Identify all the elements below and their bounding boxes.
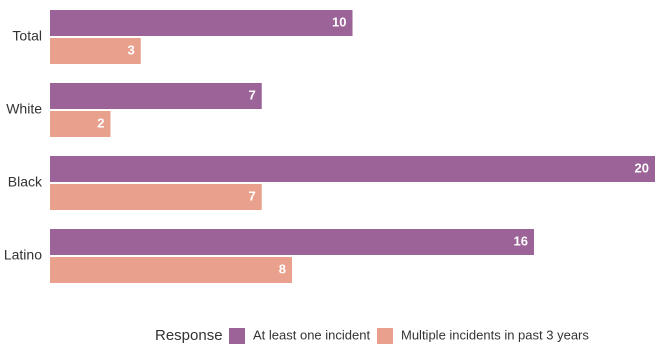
bar-black-at-least-one (50, 156, 655, 182)
category-label-latino: Latino (4, 247, 42, 263)
bars-layer: 10 3 7 2 20 7 16 8 (50, 10, 655, 283)
legend-label-multiple: Multiple incidents in past 3 years (401, 327, 589, 342)
legend: Response At least one incident Multiple in… (155, 327, 589, 344)
bar-white-multiple (50, 111, 111, 137)
bar-total-multiple (50, 38, 141, 64)
category-label-black: Black (8, 174, 43, 190)
bar-total-at-least-one (50, 10, 353, 36)
legend-title: Response (155, 327, 223, 344)
data-label-total-at-least-one: 10 (332, 14, 346, 29)
data-label-latino-at-least-one: 16 (514, 233, 528, 248)
legend-swatch-at-least-one (229, 328, 245, 344)
data-label-white-at-least-one: 7 (249, 87, 256, 102)
data-label-latino-multiple: 8 (279, 261, 286, 276)
category-label-total: Total (12, 28, 42, 44)
legend-swatch-multiple (377, 328, 393, 344)
legend-label-at-least-one: At least one incident (253, 327, 370, 342)
category-labels: Total White Black Latino (4, 28, 43, 263)
category-label-white: White (6, 101, 42, 117)
bar-black-multiple (50, 184, 262, 210)
data-label-black-at-least-one: 20 (635, 160, 649, 175)
bar-latino-multiple (50, 257, 292, 283)
data-label-black-multiple: 7 (249, 188, 256, 203)
data-label-white-multiple: 2 (97, 115, 104, 130)
bar-latino-at-least-one (50, 229, 534, 255)
data-label-total-multiple: 3 (128, 42, 135, 57)
bar-white-at-least-one (50, 83, 262, 109)
